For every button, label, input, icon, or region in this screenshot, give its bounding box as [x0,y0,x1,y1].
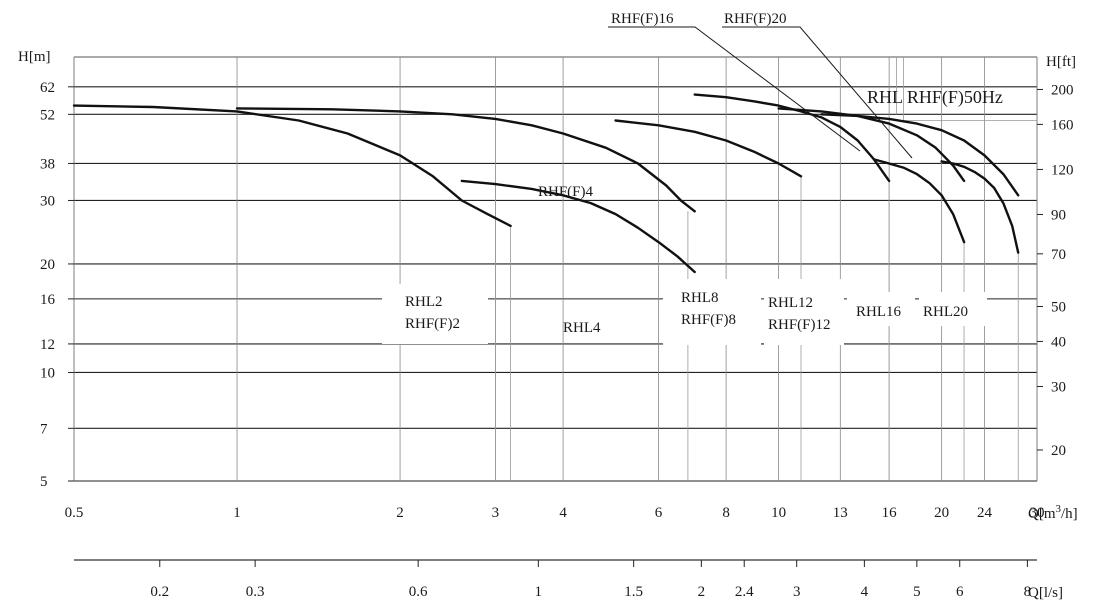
series-line-rhff16 [777,107,966,183]
region-rhl8-mask [663,279,761,345]
x-tick-label: 20 [934,505,949,521]
x-tick-label: 3 [492,505,500,521]
y-tick-label: 30 [40,193,55,209]
y-right-tick-label: 120 [1051,162,1074,178]
x2-tick-label: 8 [1024,584,1032,600]
leader-line-rhf20 [722,26,913,159]
y-tick-label: 62 [40,80,55,96]
x2-tick-label: 3 [793,584,801,600]
series-line-rhff4 [460,179,696,274]
x-tick-label: 30 [1030,505,1045,521]
y-tick-label: 20 [40,257,55,273]
y-right-tick-label: 50 [1051,300,1066,316]
y-tick-label: 10 [40,365,55,381]
y-tick-label: 38 [40,156,55,172]
x-tick-label: 16 [882,505,898,521]
region-rhl2-mask [382,284,488,344]
series-line-rhff12 [872,158,966,244]
y-tick-label: 16 [40,292,56,308]
region-rhl12-mask [764,279,844,345]
region-rhl20-mask [919,292,987,326]
x2-tick-label: 2 [698,584,706,600]
axis-ticks: 5710121620303852622030405070901201602000… [40,80,1074,600]
x2-tick-label: 0.6 [409,584,428,600]
region-label-rhl20: RHL20 [923,304,968,320]
y-right-tick-label: 40 [1051,334,1066,350]
x-tick-label: 1 [233,505,241,521]
leader-line-rhf16 [608,26,861,152]
y-right-tick-label: 30 [1051,379,1066,395]
x2-tick-label: 4 [861,584,869,600]
x2-tick-label: 1 [535,584,543,600]
region-label-rhf2: RHF(F)2 [405,316,460,332]
x-axis-label: Q[m3/h] [1028,503,1078,522]
x-axis-label-base: Q[m [1028,506,1056,522]
x-axis-label-sup: 3 [1056,503,1062,515]
curve-label-rhf4: RHF(F)4 [538,184,594,200]
chart-title: RHL RHF(F)50Hz [867,87,1003,108]
x2-tick-label: 2.4 [735,584,754,600]
region-label-rhl8: RHL8 [681,290,719,306]
y-tick-label: 7 [40,421,48,437]
y-right-tick-label: 90 [1051,207,1066,223]
x-tick-label: 10 [771,505,786,521]
region-label-rhl2: RHL2 [405,294,443,310]
x2-axis-label: Q[l/s] [1028,585,1063,601]
y-tick-label: 52 [40,107,55,123]
x-tick-label: 4 [559,505,567,521]
region-label-rhl4: RHL4 [563,320,601,336]
x2-tick-label: 1.5 [624,584,643,600]
curve-label-rhf20: RHF(F)20 [724,11,787,27]
series-line-rhl4 [614,119,803,178]
y-tick-label: 5 [40,474,48,490]
x-tick-label: 24 [977,505,993,521]
y-right-tick-label: 20 [1051,443,1066,459]
x-tick-label: 0.5 [65,505,84,521]
x-tick-label: 2 [396,505,404,521]
x2-tick-label: 5 [913,584,921,600]
series-line-rhl2 [72,104,512,228]
y-right-tick-label: 70 [1051,247,1066,263]
x2-tick-label: 0.3 [246,584,265,600]
y-tick-label: 12 [40,337,55,353]
grid-lines [73,56,1038,561]
region-label-rhl12: RHL12 [768,295,813,311]
x-tick-label: 13 [833,505,848,521]
y-axis-label-left: H[m] [18,49,51,65]
x-tick-label: 6 [655,505,663,521]
curve-label-rhf16: RHF(F)16 [611,11,674,27]
y-right-tick-label: 200 [1051,82,1074,98]
region-label-rhf8: RHF(F)8 [681,312,736,328]
series-line-rhl16 [940,160,1020,254]
y-right-tick-label: 160 [1051,117,1074,133]
x-axis-label-end: /h] [1061,506,1078,522]
series-line-rhff2 [235,107,696,213]
region-label-rhl16: RHL16 [856,304,902,320]
x-tick-label: 8 [722,505,730,521]
x2-tick-label: 6 [956,584,964,600]
region-boxes [495,57,1037,481]
pump-curves [72,93,1020,274]
region-rhl16-mask [847,292,915,326]
x2-tick-label: 0.2 [150,584,169,600]
series-line-rhff20 [820,113,1020,197]
region-label-rhf12: RHF(F)12 [768,317,831,333]
series-line-rhff8 [693,93,891,183]
y-axis-label-right: H[ft] [1046,54,1076,70]
